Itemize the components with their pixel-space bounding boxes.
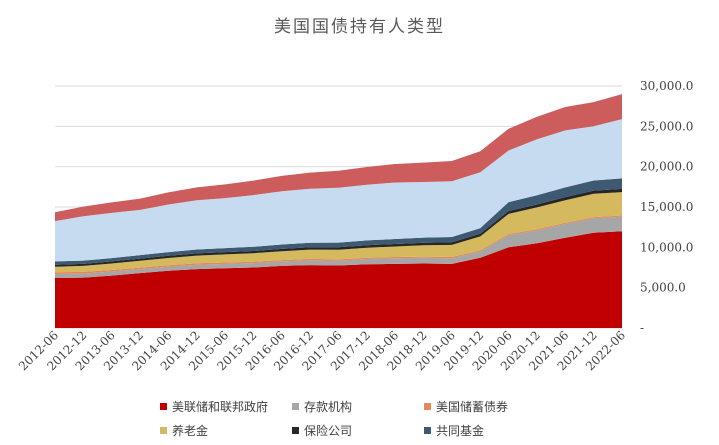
legend-item: 美联储和联邦政府 <box>160 398 292 415</box>
legend-label: 保险公司 <box>304 424 353 438</box>
legend-item: 存款机构 <box>292 398 424 415</box>
y-axis-ticks: - 5,000.0 10,000.0 15,000.0 20,000.0 25,000.0… <box>640 79 693 335</box>
area-series-0 <box>55 231 622 328</box>
y-tick-label: 10,000.0 <box>640 240 693 254</box>
legend-label: 共同基金 <box>436 424 485 438</box>
y-tick-label: 15,000.0 <box>640 200 693 214</box>
y-tick-label: 5,000.0 <box>640 281 686 295</box>
stacked-areas <box>55 94 622 328</box>
legend: 美联储和联邦政府 存款机构 美国储蓄债券养老金 保险公司 共同基金 <box>160 398 680 439</box>
legend-swatch <box>160 403 167 410</box>
legend-label: 存款机构 <box>304 400 353 414</box>
legend-item: 共同基金 <box>424 422 624 439</box>
y-tick-label: 20,000.0 <box>640 160 693 174</box>
y-tick-label: - <box>640 321 644 335</box>
area-series-6 <box>55 119 622 262</box>
legend-swatch <box>160 427 167 434</box>
legend-swatch <box>292 403 299 410</box>
legend-item: 美国储蓄债券 <box>424 398 624 415</box>
y-tick-label: 30,000.0 <box>640 79 693 93</box>
legend-label: 美联储和联邦政府 <box>172 400 269 414</box>
legend-swatch <box>424 403 431 410</box>
legend-swatch <box>424 427 431 434</box>
chart-title: 美国国债持有人类型 <box>274 17 445 37</box>
legend-item: 保险公司 <box>292 422 424 439</box>
legend-label: 养老金 <box>172 424 209 438</box>
legend-label: 美国储蓄债券 <box>436 400 509 414</box>
area-series-7 <box>55 94 622 222</box>
area-series-3 <box>55 192 622 273</box>
x-axis-ticks: 2012-062012-122013-062013-122014-062014-… <box>16 328 628 373</box>
legend-item: 养老金 <box>160 422 292 439</box>
legend-swatch <box>292 427 299 434</box>
area-series-1 <box>55 216 622 278</box>
y-tick-label: 25,000.0 <box>640 119 693 133</box>
